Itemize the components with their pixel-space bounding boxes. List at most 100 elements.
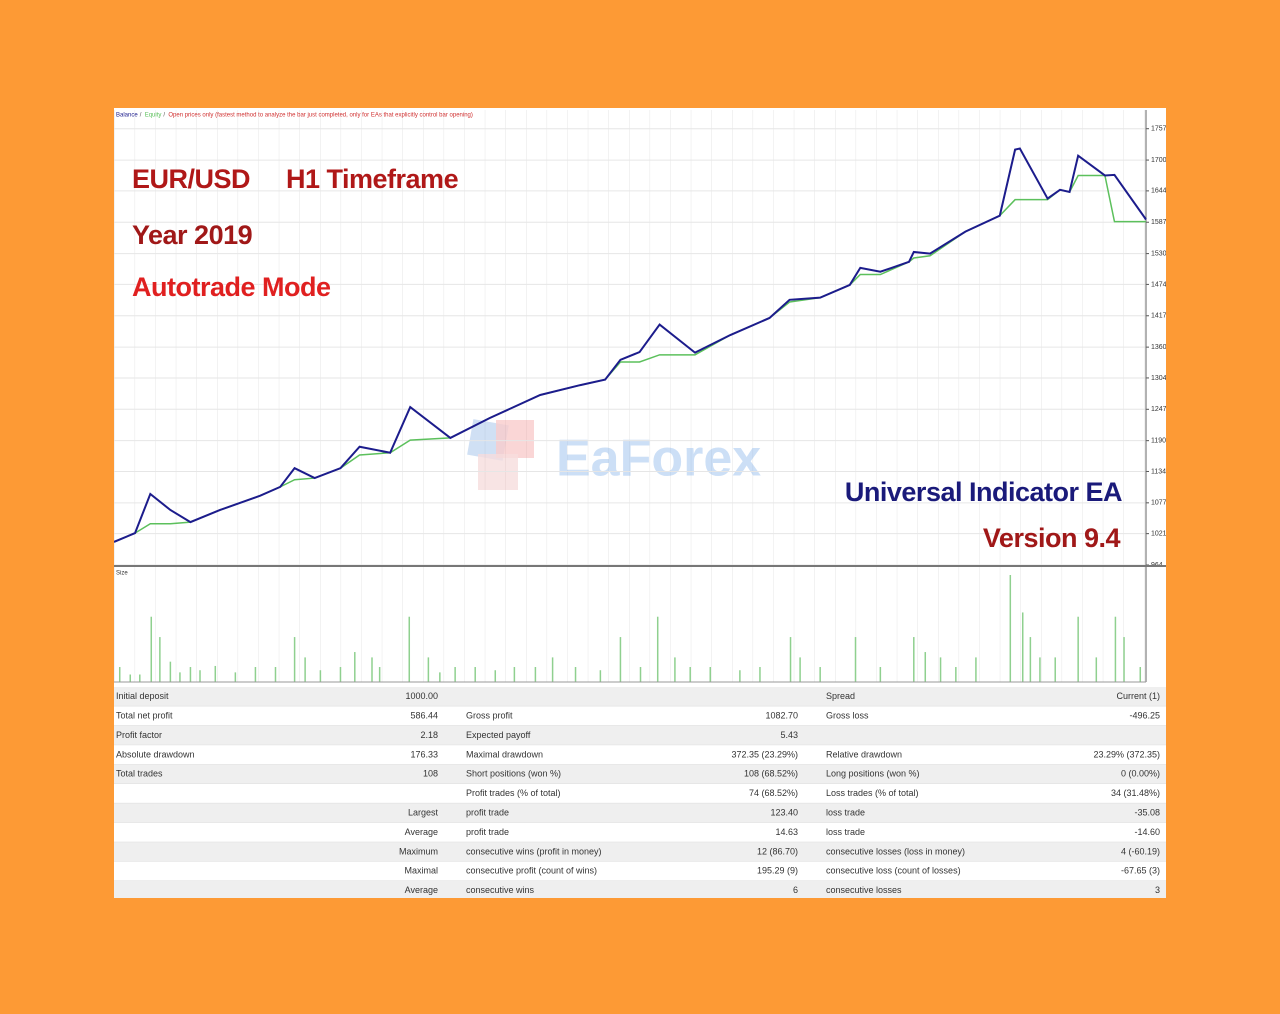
watermark-text: EaForex bbox=[556, 430, 761, 488]
table-cell: 6 bbox=[793, 885, 798, 895]
bar bbox=[879, 667, 882, 682]
bar bbox=[371, 657, 373, 682]
bar bbox=[656, 616, 659, 682]
watermark: EaForex bbox=[467, 419, 761, 490]
table-cell: consecutive losses (loss in money) bbox=[826, 846, 965, 856]
annotation: EUR/USD bbox=[132, 164, 250, 194]
y-tick-label: 1077 bbox=[1151, 500, 1167, 507]
bar bbox=[619, 637, 622, 682]
bar bbox=[274, 667, 277, 682]
table-cell: consecutive loss (count of losses) bbox=[826, 866, 961, 876]
bar bbox=[1123, 637, 1125, 682]
annotation: H1 Timeframe bbox=[286, 164, 459, 194]
bar bbox=[150, 616, 153, 682]
bar bbox=[975, 657, 977, 682]
table-cell: 176.33 bbox=[410, 749, 438, 759]
bar bbox=[254, 667, 257, 682]
table-cell: 195.29 (9) bbox=[757, 866, 798, 876]
bar bbox=[534, 667, 537, 682]
y-tick-label: 1417 bbox=[1151, 313, 1167, 320]
table-cell: consecutive profit (count of wins) bbox=[466, 866, 597, 876]
table-cell: 372.35 (23.29%) bbox=[731, 749, 798, 759]
bar bbox=[1139, 667, 1142, 682]
table-row bbox=[114, 803, 1166, 823]
bar bbox=[199, 670, 201, 682]
bar bbox=[189, 667, 192, 682]
table-row bbox=[114, 861, 1166, 881]
legend-separator: / bbox=[140, 113, 142, 119]
y-tick-label: 1190 bbox=[1151, 438, 1166, 445]
bar bbox=[913, 637, 915, 682]
subtitle: Open prices only (fastest method to anal… bbox=[168, 113, 473, 119]
bar bbox=[854, 637, 857, 682]
table-cell: Expected payoff bbox=[466, 730, 531, 740]
bar bbox=[118, 667, 121, 682]
table-cell: 34 (31.48%) bbox=[1111, 788, 1160, 798]
chart-title: Size bbox=[116, 571, 128, 577]
table-cell: Maximal drawdown bbox=[466, 749, 543, 759]
legend-entry: Balance bbox=[116, 113, 138, 119]
y-tick-label: 1757 bbox=[1151, 126, 1167, 133]
table-cell: -35.08 bbox=[1134, 807, 1160, 817]
y-tick-label: 1304 bbox=[1151, 375, 1167, 382]
table-cell: Average bbox=[405, 827, 438, 837]
table-cell: consecutive wins bbox=[466, 885, 535, 895]
bar bbox=[454, 667, 456, 682]
bar bbox=[494, 670, 497, 682]
y-tick-label: 1700 bbox=[1151, 157, 1167, 164]
bar bbox=[709, 667, 712, 682]
bar bbox=[439, 672, 441, 682]
table-cell: Absolute drawdown bbox=[116, 749, 195, 759]
table-cell: consecutive wins (profit in money) bbox=[466, 846, 602, 856]
bar bbox=[924, 652, 927, 682]
content: 9641021107711341190124713041360141714741… bbox=[114, 110, 1167, 898]
table-cell: Average bbox=[405, 885, 438, 895]
table-cell: -14.60 bbox=[1134, 827, 1160, 837]
y-tick-label: 1587 bbox=[1151, 219, 1167, 226]
table-cell: 1082.70 bbox=[765, 710, 798, 720]
y-tick-label: 1360 bbox=[1151, 344, 1167, 351]
table-cell: 5.43 bbox=[780, 730, 798, 740]
table-row bbox=[114, 881, 1166, 898]
table-cell: 0 (0.00%) bbox=[1121, 769, 1160, 779]
bar bbox=[354, 652, 356, 682]
table-cell: 586.44 bbox=[410, 710, 438, 720]
table-cell: Gross loss bbox=[826, 710, 869, 720]
bar bbox=[789, 637, 792, 682]
table-cell: Profit factor bbox=[116, 730, 162, 740]
table-cell: Total net profit bbox=[116, 710, 173, 720]
table-cell: 23.29% (372.35) bbox=[1093, 749, 1160, 759]
bar bbox=[1077, 616, 1079, 682]
v-grid bbox=[114, 567, 1146, 682]
bar bbox=[304, 657, 306, 682]
table-cell: -496.25 bbox=[1129, 710, 1160, 720]
bar bbox=[759, 667, 761, 682]
table-cell: Largest bbox=[408, 807, 439, 817]
y-tick-label: 1247 bbox=[1151, 406, 1167, 413]
bar bbox=[739, 670, 741, 682]
bar bbox=[427, 657, 430, 682]
bar bbox=[939, 657, 942, 682]
table-cell: 12 (86.70) bbox=[757, 846, 798, 856]
series-line bbox=[114, 174, 1146, 543]
table-cell: Maximal bbox=[404, 866, 438, 876]
bar bbox=[955, 667, 957, 682]
bar bbox=[408, 616, 411, 682]
table-row bbox=[114, 764, 1166, 784]
table-row bbox=[114, 784, 1166, 804]
bar bbox=[1114, 616, 1117, 682]
bar bbox=[179, 672, 181, 682]
table-cell: 3 bbox=[1155, 885, 1160, 895]
table-cell: 1000.00 bbox=[405, 691, 438, 701]
table-cell: 14.63 bbox=[775, 827, 798, 837]
annotation: Universal Indicator EA bbox=[845, 477, 1122, 507]
table-cell: Long positions (won %) bbox=[826, 769, 920, 779]
table-row bbox=[114, 687, 1166, 707]
bar bbox=[1039, 657, 1041, 682]
bar bbox=[214, 665, 217, 682]
bar bbox=[1054, 657, 1056, 682]
bar bbox=[159, 637, 161, 682]
table-cell: 4 (-60.19) bbox=[1121, 846, 1160, 856]
